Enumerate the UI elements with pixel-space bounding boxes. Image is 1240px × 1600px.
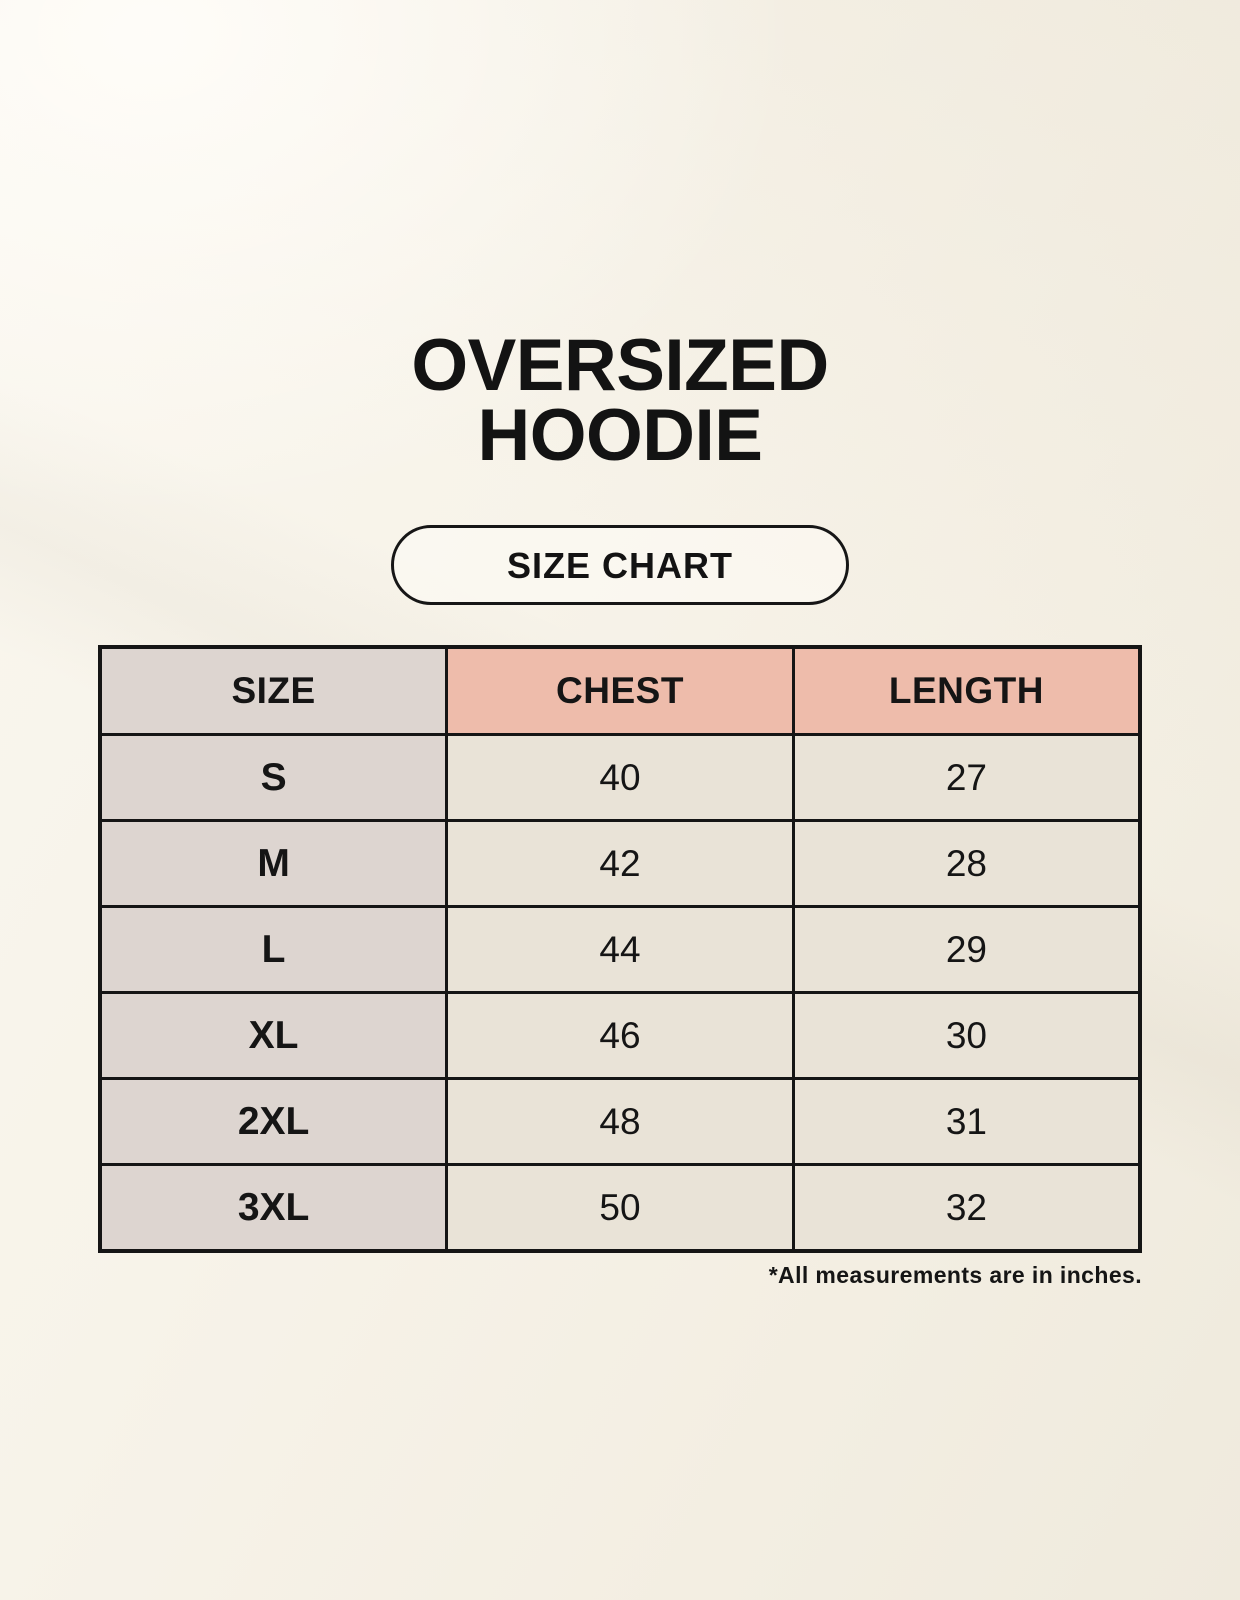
length-cell: 28: [791, 819, 1142, 909]
table-row-3xl: 3XL 50 32: [98, 1163, 1142, 1253]
chest-cell: 40: [445, 733, 795, 823]
size-cell: L: [98, 905, 449, 995]
size-cell: S: [98, 733, 449, 823]
chest-cell: 48: [445, 1077, 795, 1167]
measurements-footnote: *All measurements are in inches.: [768, 1262, 1142, 1289]
table-row-xl: XL 46 30: [98, 991, 1142, 1081]
length-cell: 31: [791, 1077, 1142, 1167]
product-title-line-1: OVERSIZED: [411, 325, 829, 406]
size-cell: 2XL: [98, 1077, 449, 1167]
size-chart-table: SIZE CHEST LENGTH S 40 27 M 42 28 L 44 2…: [98, 645, 1142, 1254]
chest-cell: 46: [445, 991, 795, 1081]
chest-cell: 42: [445, 819, 795, 909]
size-chart-badge-label: SIZE CHART: [507, 545, 733, 587]
table-row-s: S 40 27: [98, 733, 1142, 823]
table-row-m: M 42 28: [98, 819, 1142, 909]
chest-cell: 50: [445, 1163, 795, 1253]
size-chart-badge: SIZE CHART: [391, 525, 849, 606]
table-header-row: SIZE CHEST LENGTH: [98, 645, 1142, 737]
chest-cell: 44: [445, 905, 795, 995]
length-cell: 30: [791, 991, 1142, 1081]
column-header-chest: CHEST: [445, 645, 795, 737]
size-cell: 3XL: [98, 1163, 449, 1253]
table-row-l: L 44 29: [98, 905, 1142, 995]
column-header-length: LENGTH: [791, 645, 1142, 737]
table-row-2xl: 2XL 48 31: [98, 1077, 1142, 1167]
product-title-line-2: HOODIE: [477, 395, 763, 477]
product-title: OVERSIZED HOODIE: [0, 0, 1240, 477]
length-cell: 32: [791, 1163, 1142, 1253]
length-cell: 27: [791, 733, 1142, 823]
length-cell: 29: [791, 905, 1142, 995]
column-header-size: SIZE: [98, 645, 449, 737]
size-cell: M: [98, 819, 449, 909]
size-cell: XL: [98, 991, 449, 1081]
